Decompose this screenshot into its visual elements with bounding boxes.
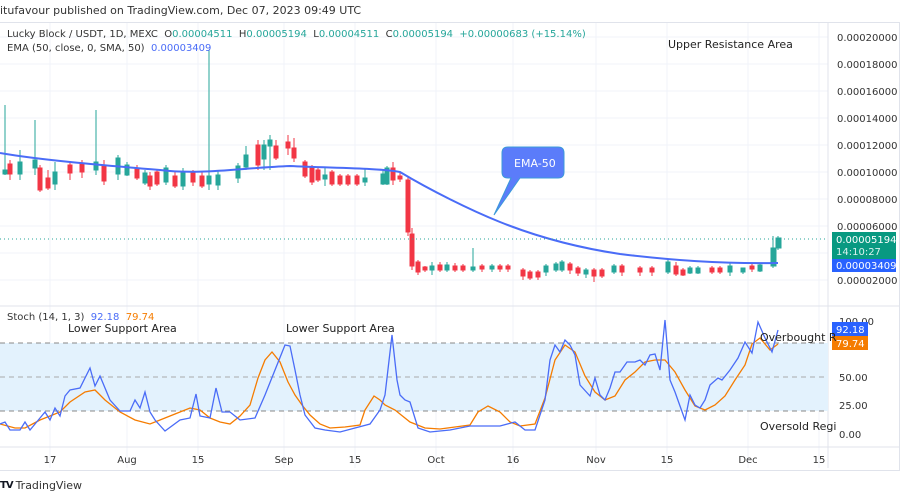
ema-line	[0, 152, 779, 265]
svg-text:15: 15	[349, 455, 362, 466]
svg-text:Oct: Oct	[427, 455, 444, 466]
svg-text:17: 17	[44, 455, 57, 466]
stoch-d-value: 79.74	[125, 312, 155, 323]
stoch-label: Stoch (14, 1, 3)	[7, 312, 85, 323]
lower-support-label-1: Lower Support Area	[68, 322, 177, 335]
svg-text:0.00002000: 0.00002000	[837, 276, 897, 287]
change-value: +0.00000683 (+15.14%)	[459, 29, 586, 40]
stoch-legend[interactable]: Stoch (14, 1, 3) 92.18 79.74	[7, 312, 154, 323]
stoch-k-value: 92.18	[90, 312, 120, 323]
time-axis[interactable]: 17 Aug 15 Sep 15 Oct 16 Nov 15 Dec 15	[44, 455, 826, 466]
svg-text:15: 15	[661, 455, 674, 466]
footer: TV TradingView	[0, 474, 82, 496]
symbol-legend[interactable]: Lucky Block / USDT, 1D, MEXC O0.00004511…	[7, 29, 586, 40]
svg-text:50.00: 50.00	[839, 373, 868, 384]
svg-text:16: 16	[507, 455, 520, 466]
ema-badge-value: 0.00003409	[836, 261, 896, 272]
overbought-label: Overbought R	[760, 331, 837, 344]
svg-text:Nov: Nov	[586, 455, 606, 466]
stoch-d-badge-value: 79.74	[836, 339, 865, 350]
stoch-k-badge-value: 92.18	[836, 325, 865, 336]
candlesticks	[2, 50, 782, 282]
stoch-k-line	[0, 319, 779, 433]
oversold-label: Oversold Regi	[760, 420, 836, 433]
stoch-pane	[0, 319, 828, 433]
svg-text:0.00010000: 0.00010000	[837, 168, 897, 179]
open-value: 0.00004511	[172, 29, 233, 40]
ema-label: EMA (50, close, 0, SMA, 50)	[7, 43, 145, 54]
svg-text:0.00012000: 0.00012000	[837, 141, 897, 152]
high-value: 0.00005194	[246, 29, 307, 40]
price-axis[interactable]: 0.00020000 0.00018000 0.00016000 0.00014…	[837, 33, 897, 287]
publisher-line: itufavour published on TradingView.com, …	[0, 4, 362, 17]
svg-text:15: 15	[192, 455, 205, 466]
bar-countdown: 14:10:27	[836, 247, 881, 258]
svg-text:15: 15	[813, 455, 826, 466]
svg-text:0.00018000: 0.00018000	[837, 60, 897, 71]
ema-badge	[832, 259, 896, 272]
close-value: 0.00005194	[392, 29, 454, 40]
svg-text:25.00: 25.00	[839, 401, 868, 412]
stoch-k-badge	[832, 322, 868, 336]
ema-callout-label: EMA-50	[514, 157, 556, 170]
ema-value: 0.00003409	[150, 43, 212, 54]
last-price-value: 0.00005194	[836, 235, 896, 246]
brand-name: TradingView	[15, 478, 83, 492]
svg-text:Sep: Sep	[275, 455, 294, 466]
svg-text:0.00008000: 0.00008000	[837, 195, 897, 206]
upper-resistance-label: Upper Resistance Area	[668, 38, 793, 51]
low-value: 0.00004511	[318, 29, 380, 40]
tradingview-logo-icon: TV	[0, 479, 14, 491]
stoch-d-badge	[832, 336, 868, 350]
lower-support-label-2: Lower Support Area	[286, 322, 395, 335]
svg-text:0.00006000: 0.00006000	[837, 222, 897, 233]
svg-text:Dec: Dec	[738, 455, 757, 466]
svg-text:Aug: Aug	[117, 455, 137, 466]
ema-legend[interactable]: EMA (50, close, 0, SMA, 50) 0.00003409	[7, 43, 211, 54]
svg-text:0.00014000: 0.00014000	[837, 114, 897, 125]
svg-text:0.00: 0.00	[839, 430, 861, 441]
svg-text:0.00020000: 0.00020000	[837, 33, 897, 44]
svg-text:0.00016000: 0.00016000	[837, 87, 897, 98]
symbol-name: Lucky Block / USDT, 1D, MEXC	[7, 29, 158, 40]
last-price-badge	[832, 232, 896, 259]
ema-callout	[493, 146, 565, 216]
